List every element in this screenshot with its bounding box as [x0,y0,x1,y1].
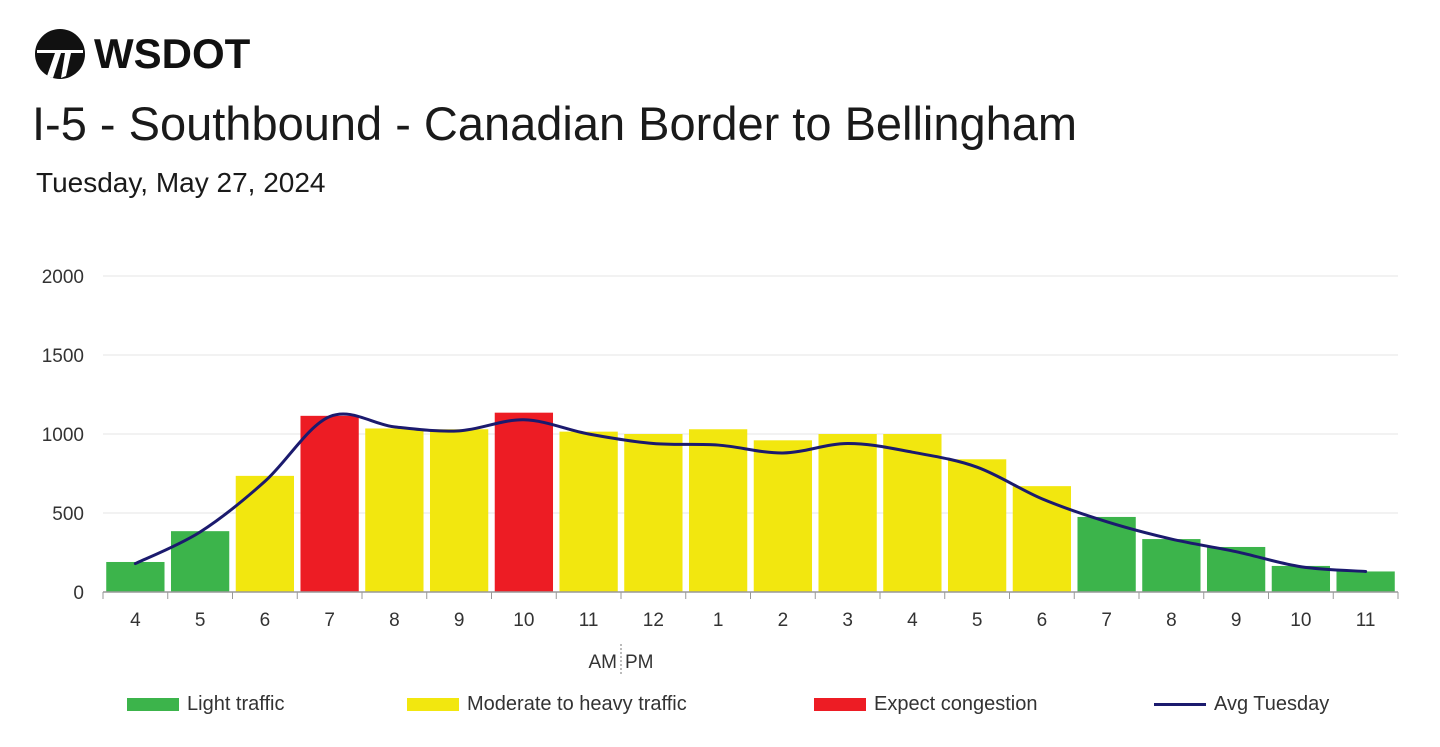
bar [429,429,489,592]
bar [235,475,295,592]
bar [170,531,230,592]
bar [1077,516,1136,592]
x-tick-label: 1 [713,610,724,631]
am-label: AM [589,652,618,673]
legend-swatch-congestion [814,697,866,711]
wsdot-emblem-icon [35,29,85,79]
wsdot-logo: WSDOT [34,28,250,80]
x-tick-label: 4 [130,610,141,631]
x-tick-label: 7 [324,610,335,631]
x-tick-label: 4 [907,610,918,631]
bar [559,431,618,592]
legend-item-moderate: Moderate to heavy traffic [407,688,687,720]
x-tick-label: 6 [260,610,271,631]
bar [947,459,1007,592]
x-tick-label: 11 [1356,610,1376,631]
y-tick-label: 1500 [42,346,84,367]
logo-text: WSDOT [94,30,251,77]
bar [106,561,165,592]
bar [365,428,424,592]
legend-swatch-avg [1154,702,1206,706]
x-tick-label: 8 [1166,610,1177,631]
bar [883,434,942,592]
y-tick-label: 0 [73,583,84,604]
chart-legend: Light traffic Moderate to heavy traffic … [0,688,1440,720]
legend-item-congestion: Expect congestion [814,688,1037,720]
legend-label-light: Light traffic [187,692,285,715]
x-tick-label: 6 [1037,610,1048,631]
x-tick-label: 5 [972,610,983,631]
bar [300,415,359,592]
page-title: I-5 - Southbound - Canadian Border to Be… [32,97,1078,150]
avg-tuesday-line [133,412,1368,573]
bar [753,440,813,592]
x-tick-label: 5 [195,610,206,631]
bar [818,434,877,592]
legend-label-moderate: Moderate to heavy traffic [467,692,687,715]
x-tick-label: 9 [1231,610,1242,631]
bar [494,412,554,592]
y-tick-label: 2000 [42,267,84,288]
pm-label: PM [625,652,654,673]
bar [624,434,683,592]
x-tick-label: 10 [513,610,534,631]
bar [688,429,748,592]
legend-label-congestion: Expect congestion [874,692,1038,715]
bar [1142,539,1201,592]
y-tick-label: 500 [52,504,84,525]
x-tick-label: 8 [389,610,400,631]
y-tick-label: 1000 [42,425,84,446]
x-tick-label: 10 [1290,610,1311,631]
legend-swatch-moderate [407,697,459,711]
legend-item-avg: Avg Tuesday [1154,688,1329,720]
x-tick-label: 9 [454,610,465,631]
bar [1012,486,1072,592]
x-tick-label: 12 [643,610,664,631]
legend-label-avg: Avg Tuesday [1214,692,1330,715]
bar [1336,571,1395,592]
x-tick-label: 11 [579,610,599,631]
x-tick-label: 2 [778,610,789,631]
x-tick-label: 3 [842,610,853,631]
page-subtitle: Tuesday, May 27, 2024 [36,167,326,198]
bar [1206,546,1266,592]
legend-item-light: Light traffic [127,688,284,720]
x-tick-label: 7 [1101,610,1112,631]
legend-swatch-light [127,697,179,711]
